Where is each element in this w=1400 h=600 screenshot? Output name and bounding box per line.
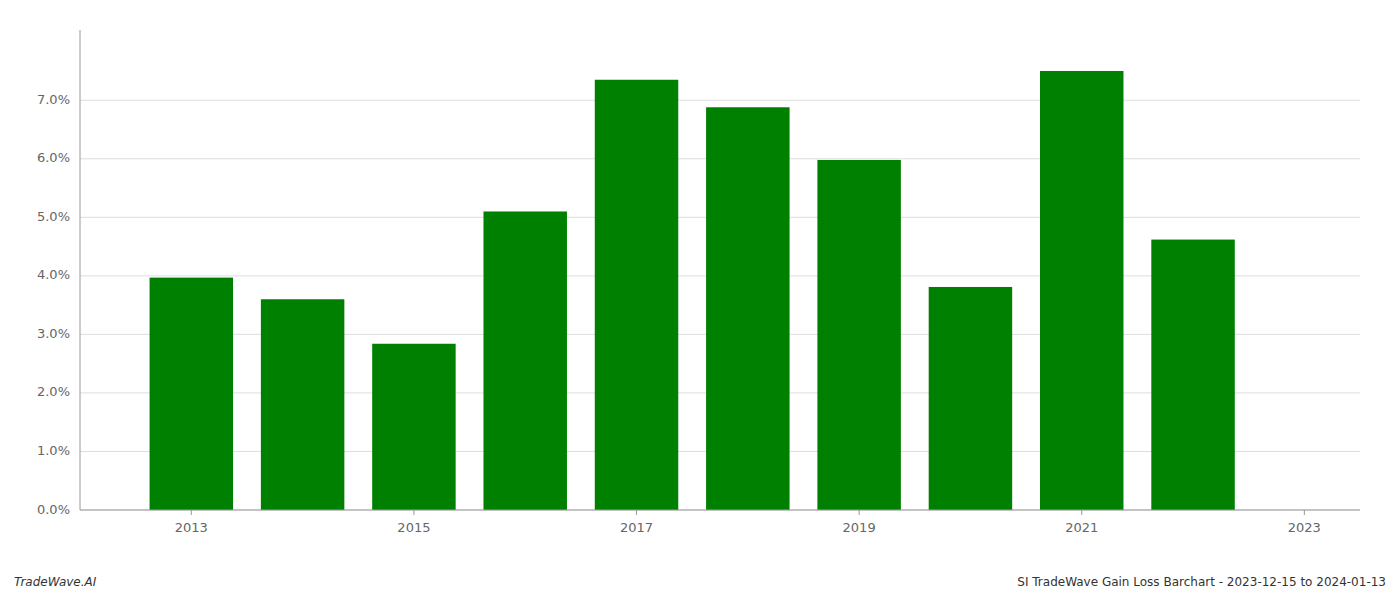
bar (150, 278, 233, 510)
footer-left: TradeWave.AI (14, 575, 97, 589)
y-tick-label: 4.0% (37, 267, 70, 282)
x-tick-label: 2021 (1065, 520, 1098, 535)
bar (1151, 240, 1234, 510)
x-tick-label: 2017 (620, 520, 653, 535)
y-axis-line (80, 30, 81, 510)
bar (1040, 71, 1123, 510)
x-tick-label: 2015 (397, 520, 430, 535)
bar (372, 344, 455, 510)
y-tick-label: 2.0% (37, 384, 70, 399)
x-tick (859, 510, 860, 515)
grid-line (80, 100, 1360, 101)
x-axis-line (80, 510, 1360, 511)
y-tick-label: 3.0% (37, 326, 70, 341)
x-tick (1081, 510, 1082, 515)
y-tick-label: 1.0% (37, 443, 70, 458)
bar (706, 107, 789, 510)
x-tick (636, 510, 637, 515)
bar (595, 80, 678, 510)
y-tick-label: 7.0% (37, 92, 70, 107)
x-tick-label: 2023 (1288, 520, 1321, 535)
y-tick-label: 5.0% (37, 209, 70, 224)
y-grid (80, 100, 1360, 510)
y-tick-label: 0.0% (37, 502, 70, 517)
bar (261, 299, 344, 510)
x-tick (191, 510, 192, 515)
y-tick-labels: 0.0% 1.0% 2.0% 3.0% 4.0% 5.0% 6.0% 7.0% (37, 92, 70, 517)
grid-line (80, 510, 1360, 511)
x-ticks: 2013 2015 2017 2019 2021 2023 (175, 510, 1321, 535)
y-tick-label: 6.0% (37, 150, 70, 165)
x-tick (1304, 510, 1305, 515)
bar (817, 160, 900, 510)
footer-right: SI TradeWave Gain Loss Barchart - 2023-1… (1017, 575, 1386, 589)
bar (929, 287, 1012, 510)
bars (150, 71, 1235, 510)
bar (483, 211, 566, 510)
chart: 0.0% 1.0% 2.0% 3.0% 4.0% 5.0% 6.0% 7.0% 2013 2015… (0, 0, 1400, 600)
x-tick (413, 510, 414, 515)
x-tick-label: 2013 (175, 520, 208, 535)
chart-container: 0.0% 1.0% 2.0% 3.0% 4.0% 5.0% 6.0% 7.0% 2013 2015… (0, 0, 1400, 600)
x-tick-label: 2019 (843, 520, 876, 535)
